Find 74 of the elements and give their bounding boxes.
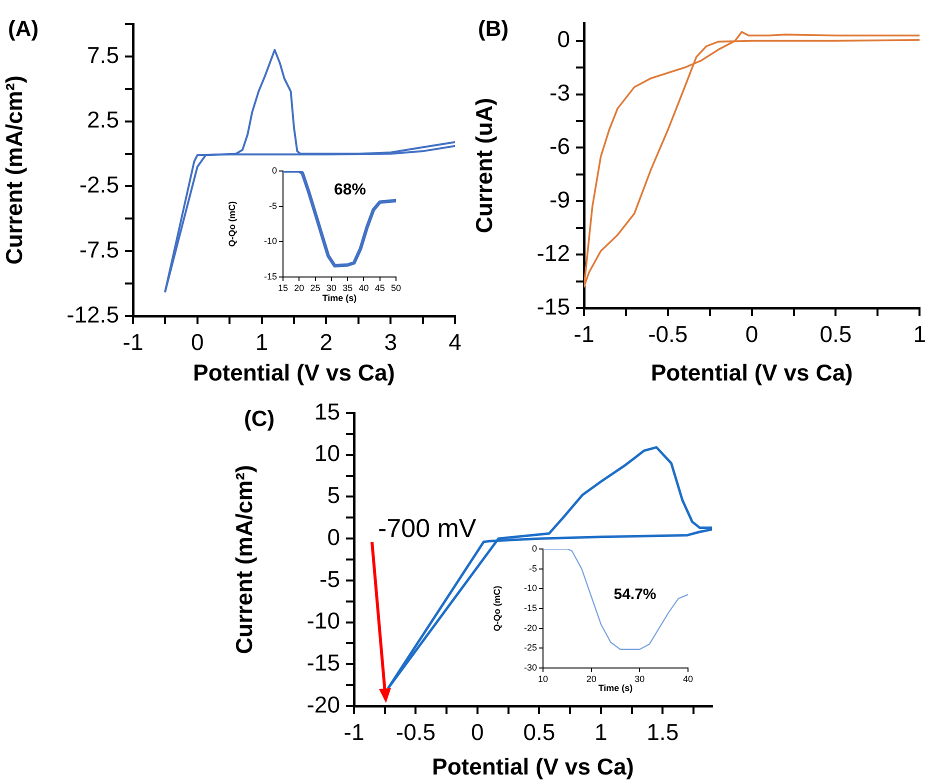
y-axis-title: Current (uA) bbox=[471, 98, 498, 234]
x-tick-label: 15 bbox=[278, 282, 288, 293]
x-tick-label: 40 bbox=[358, 282, 369, 293]
x-tick-label: 25 bbox=[310, 282, 320, 293]
x-tick-label: 0 bbox=[745, 321, 758, 348]
y-tick-label: 15 bbox=[314, 398, 340, 424]
x-tick-label: 0.5 bbox=[523, 719, 556, 746]
annotation: 54.7% bbox=[614, 586, 656, 604]
x-tick-label: 1 bbox=[255, 329, 268, 356]
y-tick-label: -15 bbox=[536, 293, 570, 320]
x-tick-label: 1 bbox=[913, 321, 926, 348]
y-tick-label: -15 bbox=[264, 271, 277, 282]
y-tick-label: 0 bbox=[272, 165, 277, 176]
x-tick-label: 3 bbox=[384, 329, 397, 356]
x-axis-title: Potential (V vs Ca) bbox=[650, 360, 853, 386]
y-tick-label: -12.5 bbox=[66, 301, 119, 328]
x-tick-label: 20 bbox=[586, 674, 596, 684]
x-tick-label: 0 bbox=[191, 329, 204, 356]
annotation: -700 mV bbox=[378, 513, 477, 544]
y-tick-label: 0 bbox=[327, 524, 340, 550]
y-tick-label: -20 bbox=[524, 622, 537, 633]
x-tick-label: 20 bbox=[294, 282, 304, 293]
x-axis-title: Time (s) bbox=[598, 683, 633, 694]
y-tick-label: 5 bbox=[327, 482, 340, 508]
y-tick-label: 10 bbox=[314, 440, 340, 466]
x-tick-label: 50 bbox=[390, 282, 402, 293]
x-axis-title: Potential (V vs Ca) bbox=[193, 360, 395, 386]
x-tick-label: 30 bbox=[634, 674, 645, 684]
x-tick-label: 1.5 bbox=[646, 719, 679, 746]
x-tick-label: 40 bbox=[682, 674, 694, 684]
y-tick-label: -2.5 bbox=[79, 172, 119, 198]
y-tick-label: -9 bbox=[550, 186, 570, 212]
y-axis-title: Q-Qo (mC) bbox=[226, 201, 237, 247]
y-tick-label: -30 bbox=[524, 662, 537, 672]
y-tick-label: -15 bbox=[306, 649, 340, 676]
y-axis-title: Current (mA/cm²) bbox=[231, 464, 258, 654]
x-tick-label: -1 bbox=[122, 329, 144, 356]
x-axis-title: Potential (V vs Ca) bbox=[432, 754, 634, 780]
y-axis-title: Current (mA/cm²) bbox=[1, 75, 28, 265]
x-tick-label: -1 bbox=[574, 321, 594, 348]
annotation: 68% bbox=[334, 181, 366, 198]
y-tick-label: -10 bbox=[306, 608, 340, 634]
x-tick-label: 0.5 bbox=[820, 321, 852, 348]
x-axis-title: Time (s) bbox=[322, 293, 357, 304]
y-tick-label: -7.5 bbox=[79, 236, 119, 262]
x-tick-label: 30 bbox=[326, 282, 336, 293]
x-tick-label: -0.5 bbox=[648, 321, 688, 348]
y-tick-label: -10 bbox=[524, 583, 537, 594]
y-tick-label: 0 bbox=[532, 543, 537, 554]
x-tick-label: 0 bbox=[471, 719, 484, 746]
x-tick-label: -0.5 bbox=[396, 719, 436, 746]
x-tick-label: 35 bbox=[342, 282, 353, 293]
y-tick-label: -12 bbox=[536, 240, 570, 266]
x-tick-label: 2 bbox=[320, 329, 333, 356]
y-tick-label: -15 bbox=[524, 602, 537, 613]
y-tick-label: 7.5 bbox=[87, 42, 119, 68]
y-tick-label: -5 bbox=[320, 566, 340, 592]
y-tick-label: 2.5 bbox=[87, 106, 119, 133]
y-tick-label: -5 bbox=[268, 200, 277, 211]
y-tick-label: -25 bbox=[524, 642, 537, 653]
y-tick-label: -6 bbox=[550, 133, 570, 160]
chart-title: (C) bbox=[244, 406, 275, 432]
chart-title: (B) bbox=[478, 16, 509, 42]
y-tick-label: -5 bbox=[528, 563, 537, 574]
y-tick-label: -20 bbox=[306, 691, 340, 718]
y-tick-label: -10 bbox=[264, 236, 277, 246]
x-tick-label: 1 bbox=[594, 719, 608, 746]
x-tick-label: -1 bbox=[344, 719, 364, 746]
y-tick-label: 0 bbox=[557, 26, 570, 52]
chart-title: (A) bbox=[8, 16, 39, 42]
y-tick-label: -3 bbox=[550, 80, 570, 106]
x-tick-label: 4 bbox=[448, 329, 462, 356]
x-tick-label: 45 bbox=[374, 282, 385, 293]
y-axis-title: Q-Qo (mC) bbox=[492, 586, 502, 632]
